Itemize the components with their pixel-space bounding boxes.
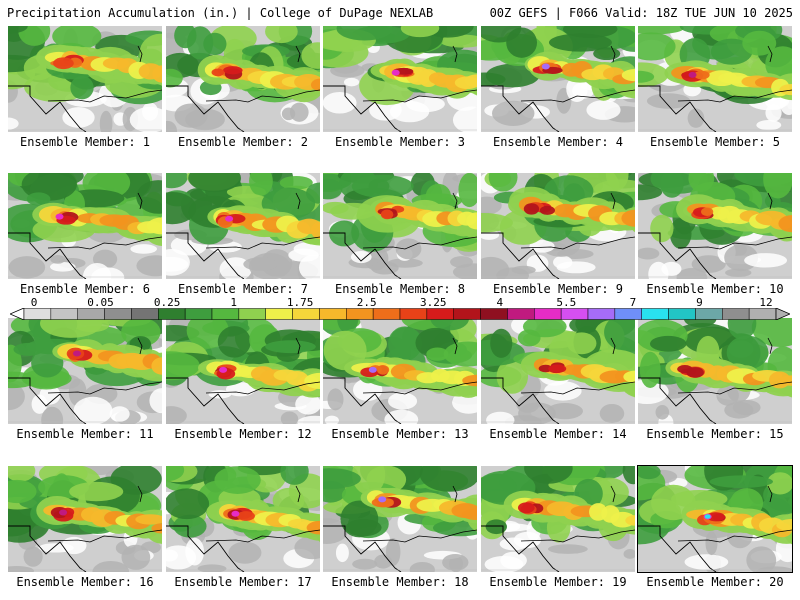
ensemble-member-label: Ensemble Member: 5 <box>649 135 781 149</box>
title-right: 00Z GEFS | F066 Valid: 18Z TUE JUN 10 20… <box>489 6 793 20</box>
ensemble-map-panel <box>637 465 793 573</box>
ensemble-member-label: Ensemble Member: 12 <box>174 427 312 441</box>
ensemble-map-panel <box>323 173 477 279</box>
colorbar-tick-label: 9 <box>696 296 703 309</box>
precipitation-map <box>166 173 320 279</box>
ensemble-map-panel <box>8 173 162 279</box>
title-left: Precipitation Accumulation (in.) | Colle… <box>7 6 434 20</box>
precipitation-map <box>481 466 635 572</box>
header: Precipitation Accumulation (in.) | Colle… <box>7 6 793 22</box>
precipitation-map <box>8 466 162 572</box>
ensemble-member-label: Ensemble Member: 9 <box>492 282 624 296</box>
ensemble-member-label: Ensemble Member: 7 <box>177 282 309 296</box>
colorbar-tick-label: 1 <box>230 296 237 309</box>
colorbar-tick-label: 2.5 <box>356 296 377 309</box>
ensemble-member-label: Ensemble Member: 20 <box>646 575 784 589</box>
ensemble-map-panel <box>166 173 320 279</box>
precipitation-map <box>481 318 635 424</box>
colorbar-tick-label: 0.25 <box>153 296 181 309</box>
ensemble-map-panel <box>638 173 792 279</box>
colorbar-tick-label: 12 <box>759 296 773 309</box>
precipitation-map <box>638 466 792 572</box>
ensemble-map-panel <box>638 26 792 132</box>
ensemble-map-panel <box>481 26 635 132</box>
colorbar-tick-label: 0 <box>30 296 38 309</box>
precipitation-map <box>323 26 477 132</box>
ensemble-map-panel <box>166 318 320 424</box>
ensemble-member-label: Ensemble Member: 10 <box>646 282 784 296</box>
ensemble-map-panel <box>323 318 477 424</box>
ensemble-member-label: Ensemble Member: 8 <box>334 282 466 296</box>
colorbar-strip <box>10 308 790 320</box>
precipitation-map <box>638 26 792 132</box>
precipitation-map <box>8 318 162 424</box>
ensemble-member-label: Ensemble Member: 1 <box>19 135 151 149</box>
colorbar-tick-label: 1.75 <box>286 296 314 309</box>
ensemble-member-label: Ensemble Member: 15 <box>646 427 784 441</box>
colorbar-tick-label: 5.5 <box>556 296 577 309</box>
ensemble-map-panel <box>8 466 162 572</box>
ensemble-map-panel <box>323 466 477 572</box>
colorbar-tick-label: 0.05 <box>87 296 114 309</box>
ensemble-map-panel <box>8 26 162 132</box>
precipitation-map <box>481 173 635 279</box>
precipitation-map <box>8 173 162 279</box>
precipitation-map <box>323 466 477 572</box>
ensemble-map-panel <box>481 173 635 279</box>
precipitation-map <box>481 26 635 132</box>
colorbar-tick-label: 3.25 <box>420 296 447 309</box>
precipitation-map <box>638 173 792 279</box>
ensemble-map-panel <box>8 318 162 424</box>
ensemble-member-label: Ensemble Member: 19 <box>489 575 627 589</box>
ensemble-map-panel <box>166 26 320 132</box>
ensemble-member-label: Ensemble Member: 4 <box>492 135 624 149</box>
colorbar-tick-label: 4 <box>496 296 504 309</box>
ensemble-map-panel <box>166 466 320 572</box>
ensemble-map-panel <box>481 318 635 424</box>
precipitation-map <box>8 26 162 132</box>
ensemble-member-label: Ensemble Member: 14 <box>489 427 627 441</box>
ensemble-member-label: Ensemble Member: 16 <box>16 575 154 589</box>
precipitation-map <box>166 26 320 132</box>
ensemble-member-label: Ensemble Member: 11 <box>16 427 154 441</box>
precipitation-map <box>166 318 320 424</box>
precipitation-map <box>323 173 477 279</box>
precipitation-map <box>323 318 477 424</box>
ensemble-member-label: Ensemble Member: 6 <box>19 282 151 296</box>
precipitation-colorbar: 0 0.05 0.25 1 1.75 2.5 3.25 4 5.5 7 9 12 <box>10 296 790 322</box>
ensemble-member-label: Ensemble Member: 2 <box>177 135 309 149</box>
ensemble-map-panel <box>638 318 792 424</box>
ensemble-map-panel <box>481 466 635 572</box>
ensemble-member-label: Ensemble Member: 17 <box>174 575 312 589</box>
ensemble-member-label: Ensemble Member: 13 <box>331 427 469 441</box>
ensemble-map-panel <box>323 26 477 132</box>
precipitation-map <box>166 466 320 572</box>
ensemble-member-label: Ensemble Member: 18 <box>331 575 469 589</box>
ensemble-member-label: Ensemble Member: 3 <box>334 135 466 149</box>
colorbar-tick-label: 7 <box>629 296 637 309</box>
precipitation-map <box>638 318 792 424</box>
